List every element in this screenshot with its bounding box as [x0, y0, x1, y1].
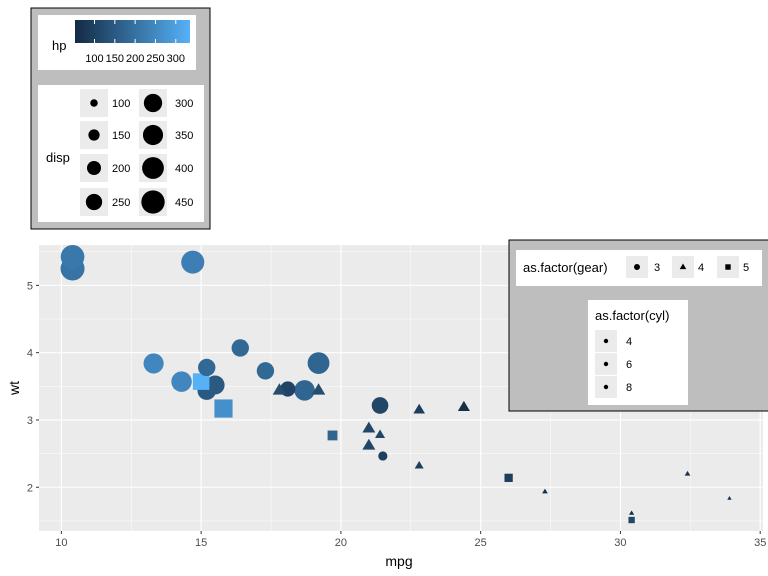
- disp-legend-label: 400: [175, 163, 193, 175]
- data-point: [727, 496, 732, 500]
- disp-legend-label: 100: [112, 98, 130, 110]
- disp-legend-label: 300: [175, 98, 193, 110]
- hp-colorbar-label: 150: [106, 53, 124, 65]
- disp-legend-label: 350: [175, 130, 193, 142]
- x-tick-label: 10: [55, 537, 67, 549]
- gear-legend-label: 4: [698, 262, 704, 274]
- data-point: [307, 352, 330, 375]
- disp-legend-symbol: [142, 157, 164, 179]
- disp-legend-symbol: [141, 190, 165, 214]
- y-tick-label: 5: [27, 280, 33, 292]
- data-point: [198, 358, 216, 377]
- disp-legend-label: 250: [112, 197, 130, 209]
- gear-legend-symbol: [725, 264, 731, 270]
- cyl-legend-label: 6: [626, 359, 632, 371]
- hp-colorbar-label: 300: [167, 53, 185, 65]
- hp-colorbar-label: 250: [146, 53, 164, 65]
- disp-legend-symbol: [90, 99, 98, 107]
- disp-legend-label: 150: [112, 130, 130, 142]
- data-point: [414, 460, 424, 469]
- cyl-legend-label: 8: [626, 382, 632, 394]
- data-point: [378, 451, 388, 461]
- x-tick-label: 30: [614, 537, 626, 549]
- disp-legend-background: [38, 85, 204, 222]
- data-point: [214, 399, 233, 418]
- data-point: [272, 383, 287, 395]
- cyl-legend-label: 4: [626, 336, 632, 348]
- hp-colorbar-label: 100: [85, 53, 103, 65]
- y-tick-label: 2: [27, 482, 33, 494]
- data-point: [629, 510, 635, 515]
- disp-legend-symbol: [143, 93, 163, 113]
- data-point: [192, 373, 210, 390]
- data-point: [60, 245, 85, 269]
- x-tick-label: 20: [335, 537, 347, 549]
- disp-legend-symbol: [142, 124, 164, 146]
- gear-legend-label: 5: [743, 262, 749, 274]
- y-tick-label: 3: [27, 415, 33, 427]
- disp-legend-symbol: [86, 160, 102, 176]
- disp-legend-title: disp: [46, 150, 70, 165]
- gear-legend-label: 3: [654, 262, 660, 274]
- data-point: [457, 400, 470, 411]
- data-point: [374, 429, 386, 438]
- hp-colorbar-label: 200: [126, 53, 144, 65]
- disp-legend-symbol: [88, 129, 100, 141]
- data-point: [542, 488, 548, 494]
- axes: mpg wt 10 15 20 25 30 35 2 3 4 5: [6, 280, 766, 569]
- data-point: [628, 516, 635, 524]
- cyl-legend-symbol: [603, 361, 609, 367]
- data-point: [684, 470, 691, 476]
- cyl-legend-title: as.factor(cyl): [595, 308, 669, 323]
- y-axis-title: wt: [6, 381, 22, 396]
- data-point: [181, 250, 205, 274]
- disp-legend-label: 450: [175, 197, 193, 209]
- x-tick-label: 15: [195, 537, 207, 549]
- gear-legend-title: as.factor(gear): [523, 260, 608, 275]
- cyl-legend-symbol: [603, 338, 609, 344]
- x-tick-label: 35: [754, 537, 766, 549]
- data-point: [171, 371, 192, 392]
- legend-box-right: as.factor(gear) 3 4 5 as.factor(cyl) 4 6 8: [508, 239, 768, 412]
- hp-legend-title: hp: [52, 38, 66, 53]
- gear-legend-symbol: [634, 264, 640, 270]
- data-point: [362, 438, 376, 450]
- data-point: [371, 397, 389, 414]
- cyl-legend-symbol: [603, 384, 609, 390]
- x-axis-title: mpg: [385, 553, 412, 569]
- data-point: [413, 403, 425, 414]
- data-point: [231, 339, 249, 357]
- data-point: [294, 380, 315, 401]
- data-point: [504, 473, 513, 482]
- data-point: [327, 430, 338, 441]
- data-point: [143, 353, 164, 374]
- gear-legend-symbol: [679, 263, 687, 270]
- data-point: [362, 421, 376, 433]
- y-tick-label: 4: [27, 348, 33, 360]
- data-point: [256, 362, 275, 380]
- x-tick-label: 25: [475, 537, 487, 549]
- disp-legend-label: 200: [112, 163, 130, 175]
- hp-colorbar: [75, 20, 190, 43]
- data-point: [311, 383, 326, 395]
- disp-legend-symbol: [85, 193, 103, 211]
